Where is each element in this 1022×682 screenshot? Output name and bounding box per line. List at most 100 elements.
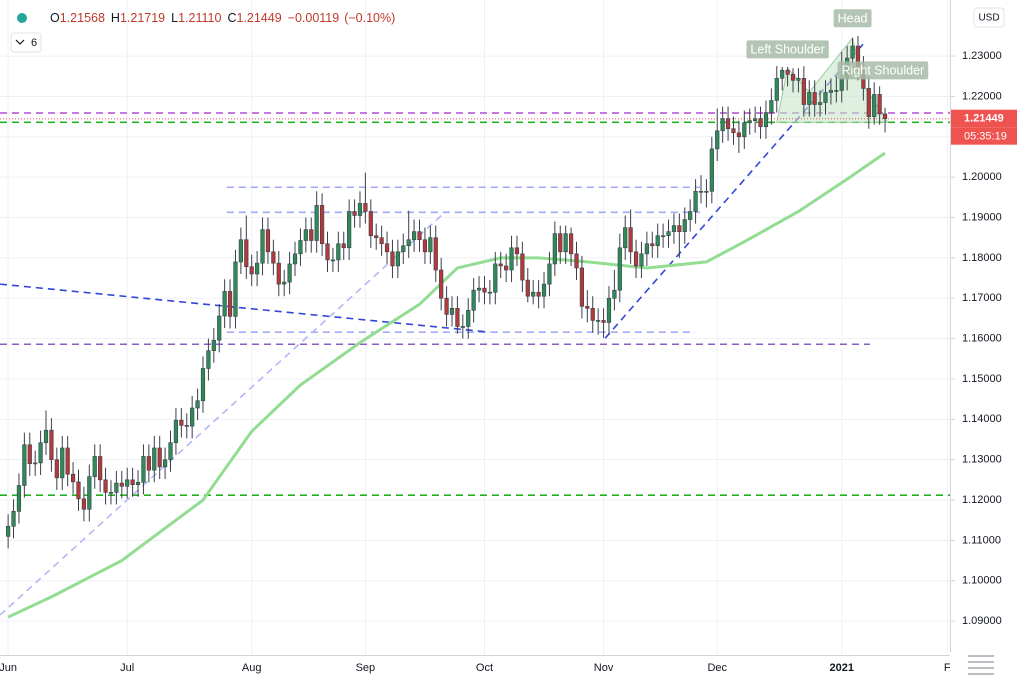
pattern-label-box [746,40,829,59]
candle-body [249,266,254,275]
candle-body [54,459,59,479]
y-tick-label: 1.15000 [962,373,1002,385]
candle-body [433,237,438,271]
candle-body [92,456,97,477]
pattern-label: Head [838,11,868,25]
candle-body [298,240,303,255]
candle-body [828,90,834,93]
axes: 1.09000 1.10000 1.11000 1.12000 1.13000 1.140… [0,50,1017,674]
candle-body [693,190,698,212]
y-tick-label: 1.13000 [962,454,1002,466]
candle-body [823,92,828,103]
candle-body [834,90,839,92]
countdown: 05:35:19 [964,131,1007,143]
currency[interactable]: USD [978,13,999,24]
candle-body [579,267,585,307]
x-tick-label: Oct [476,662,493,674]
ohlc-value: 1.21449 [236,11,281,25]
candle-body [725,118,731,130]
settings-icon[interactable] [968,655,994,675]
candle-body [417,231,422,241]
candle-body [877,94,882,115]
candle-body [287,263,292,283]
candle-body [135,481,141,485]
candle-body [460,326,465,328]
candle-body [70,473,76,483]
candle-body [49,429,54,460]
drawn-line [0,211,446,616]
ohlc-key: O [50,11,60,25]
y-tick-label: 1.23000 [962,50,1002,62]
y-tick-label: 1.12000 [962,494,1002,506]
candle-body [108,492,114,494]
annotations: Left Shoulder Head Right Shoulder [746,9,929,80]
candle-body [677,225,682,232]
y-tick-label: 1.19000 [962,211,1002,223]
candle-body [785,69,790,75]
candle-body [352,211,357,216]
candle-body [466,310,471,327]
candle-body [444,297,449,315]
candle-body [412,231,417,241]
candle-body [244,239,249,268]
price-tag [951,109,1017,128]
x-tick-label: Nov [594,662,614,674]
candle-body [633,251,639,267]
candle-body [336,243,341,261]
pattern-label: Right Shoulder [842,63,925,77]
candle-body [758,118,763,128]
ohlc-key: L [171,11,178,25]
candle-body [38,442,43,464]
candle-body [114,482,119,493]
y-tick-label: 1.22000 [962,90,1002,102]
candle-body [33,462,38,465]
candle-body [585,306,590,309]
candle-body [753,118,758,121]
status-dot[interactable] [17,13,27,23]
moving-average [7,151,886,619]
candle-body [866,88,871,117]
candle-body [742,122,747,138]
candle-body [780,69,785,79]
candle-body [98,456,103,481]
candle-body [374,235,379,239]
change: −0.00119 [288,11,340,25]
candle-body [590,308,595,321]
y-tick-label: 1.17000 [962,292,1002,304]
candle-body [682,219,687,232]
candle-body [190,407,195,427]
candle-body [379,237,384,245]
y-tick-label: 1.16000 [962,333,1002,345]
countdown-tag [951,127,1017,145]
candle-body [439,269,444,299]
candle-body [563,233,568,253]
candle-body [60,447,65,479]
candle-body [644,243,649,255]
candle-body [27,444,32,465]
candle-body [319,205,325,245]
candle-body [119,482,124,487]
pattern-label-box [833,9,872,28]
indicators-toggle[interactable] [10,32,42,53]
candle-body [357,203,363,216]
candle-body [130,479,135,485]
candle-body [16,485,22,512]
currency-button[interactable] [973,7,1005,28]
candle-body [206,350,211,369]
candle-body [103,479,108,493]
candle-body [704,190,709,193]
candle-body [22,444,27,486]
candle-body [81,498,87,510]
candle-body [541,283,547,297]
candle-body [422,239,428,253]
candle-body [260,229,265,264]
candle-body [233,261,238,317]
candle-body [184,425,189,427]
candle-body [162,459,168,468]
candle-body [179,419,184,426]
indicator-count: 6 [31,37,37,49]
candle-body [390,251,395,267]
candle-body [639,253,644,267]
ohlc-key: C [227,11,236,25]
candle-body [514,247,520,255]
